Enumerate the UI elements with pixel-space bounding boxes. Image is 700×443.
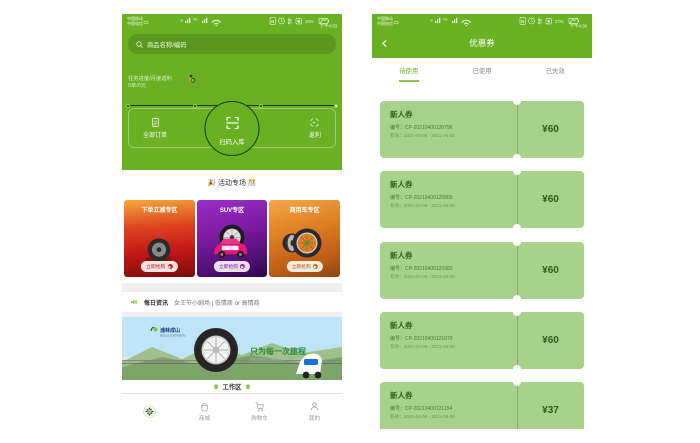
svg-text:FOR EVERY JOURNEY: FOR EVERY JOURNEY [250,358,285,362]
svg-text:4G: 4G [193,17,198,21]
svg-text:AEOLUS CONTINENTAL: AEOLUS CONTINENTAL [160,335,187,338]
svg-text:N: N [271,19,274,24]
svg-text:✕: ✕ [430,18,434,23]
svg-text:中国电信: 中国电信 [377,20,393,26]
svg-text:4G: 4G [443,17,448,21]
svg-text:中国电信: 中国电信 [127,20,143,26]
svg-text:只为每一次旅程: 只为每一次旅程 [250,346,306,356]
svg-text:浦林成山: 浦林成山 [160,327,180,334]
svg-text:N: N [521,19,524,24]
svg-text:28%: 28% [305,19,314,24]
svg-text:27%: 27% [555,19,564,24]
svg-text:下午4:33: 下午4:33 [320,22,338,29]
svg-text:✕: ✕ [180,18,184,23]
